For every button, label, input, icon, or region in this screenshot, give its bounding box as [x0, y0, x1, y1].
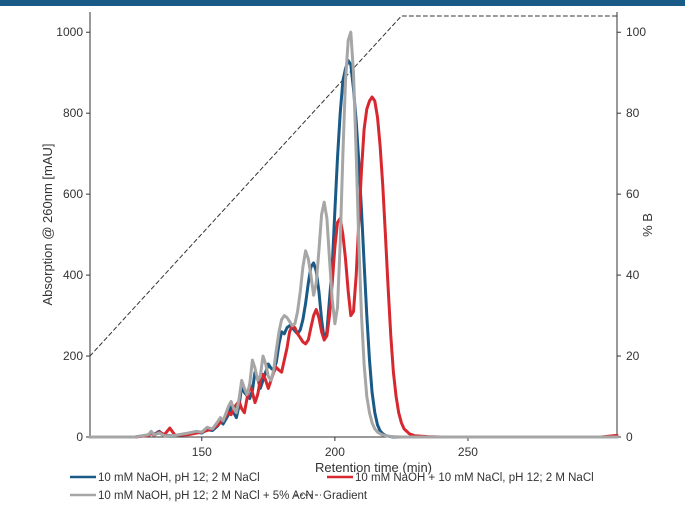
series-line-1	[88, 95, 619, 439]
y2-tick-label: 60	[626, 187, 640, 201]
x-tick-label: 250	[458, 445, 478, 459]
y2-tick-label: 100	[626, 25, 646, 39]
y-tick-label: 400	[63, 268, 83, 282]
y-axis-title: Absorption @ 260nm [mAU]	[40, 143, 55, 305]
top-rule	[0, 0, 685, 6]
legend-label-3: Gradient	[323, 490, 368, 502]
x-tick-label: 200	[325, 445, 345, 459]
y-tick-label: 0	[76, 430, 83, 444]
series-group	[88, 15, 619, 439]
y-tick-label: 1000	[56, 25, 83, 39]
legend-label-0: 10 mM NaOH, pH 12; 2 M NaCl	[98, 472, 260, 484]
legend: 10 mM NaOH, pH 12; 2 M NaCl 10 mM NaOH + …	[70, 472, 594, 502]
y-tick-label: 200	[63, 349, 83, 363]
legend-label-1: 10 mM NaOH + 10 mM NaCl, pH 12; 2 M NaCl	[355, 472, 594, 484]
y2-tick-label: 80	[626, 106, 640, 120]
y2-tick-label: 0	[626, 430, 633, 444]
y2-tick-label: 40	[626, 268, 640, 282]
series-line-3	[89, 15, 618, 357]
x-axis-title: Retention time (min)	[315, 460, 432, 475]
x-tick-label: 150	[192, 445, 212, 459]
y2-tick-label: 20	[626, 349, 640, 363]
axes: 150 200 250 0 200 400 600 800 1000 0 20 40 60 80 100 Re…	[40, 12, 655, 475]
y2-axis-title: % B	[640, 213, 655, 237]
legend-label-2: 10 mM NaOH, pH 12; 2 M NaCl + 5% AcN	[98, 490, 314, 502]
y-tick-label: 800	[63, 106, 83, 120]
y-tick-label: 600	[63, 187, 83, 201]
series-line-2	[88, 30, 619, 439]
